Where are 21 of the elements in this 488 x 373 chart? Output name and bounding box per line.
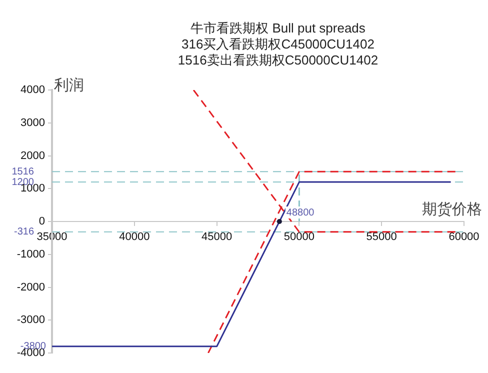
y-axis-title: 利润: [54, 77, 84, 94]
x-axis-title: 期货价格: [422, 201, 482, 218]
annotation: 48800: [286, 207, 315, 218]
chart-subtitle: 316买入看跌期权C45000CU1402 1516卖出看跌期权C50000CU1402: [178, 36, 378, 68]
x-tick-label: 45000: [202, 231, 232, 244]
ref-line-label: 1516: [12, 166, 34, 178]
y-tick-label: -3000: [16, 314, 45, 326]
y-tick-label: 4000: [20, 84, 45, 96]
ref-line-label: -316: [14, 226, 34, 238]
x-tick-label: 50000: [284, 231, 314, 244]
y-tick-label: 0: [38, 216, 45, 228]
x-tick-label: 60000: [448, 231, 480, 244]
x-tick-label: 40000: [119, 231, 150, 244]
x-tick-label: 55000: [366, 231, 397, 244]
chart-title: 牛市看跌期权 Bull put spreads: [190, 20, 366, 36]
y-tick-label: -1000: [16, 248, 45, 260]
y-tick-label: -2000: [16, 281, 45, 294]
y-tick-label: -4000: [16, 347, 45, 360]
x-tick-label: 35000: [36, 231, 68, 244]
y-tick-label: 3000: [20, 116, 45, 129]
y-tick-label: 2000: [20, 150, 45, 162]
